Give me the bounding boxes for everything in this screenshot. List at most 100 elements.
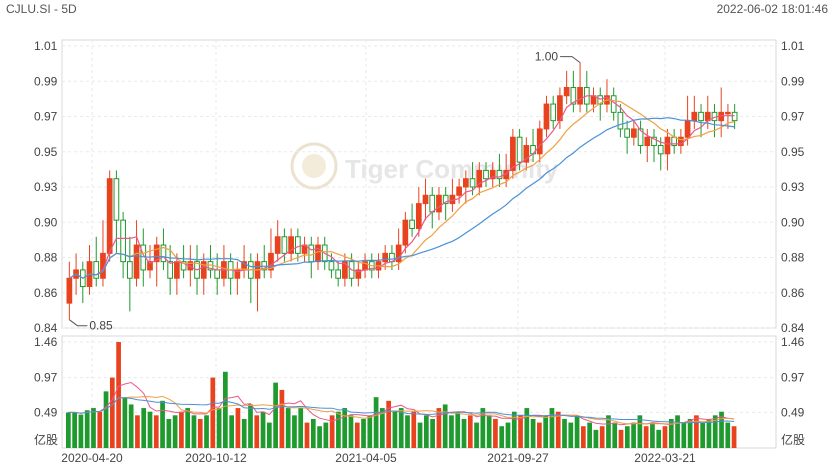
candle-body: [294, 236, 301, 254]
x-tick-label: 2021-09-27: [487, 451, 549, 465]
price-tick-right: 0.97: [781, 110, 805, 124]
x-tick-label: 2021-04-05: [335, 451, 397, 465]
volume-ma-mid-line: [68, 395, 735, 425]
candle-body: [382, 252, 389, 263]
volume-bar: [336, 411, 341, 448]
volume-bar: [486, 415, 492, 448]
price-tick-left: 0.95: [34, 145, 58, 159]
volume-bar: [555, 411, 561, 448]
volume-bar: [543, 415, 549, 448]
volume-bar: [266, 422, 272, 448]
candle-body: [436, 194, 442, 213]
volume-bar: [643, 426, 649, 448]
candle-body: [328, 261, 335, 271]
volume-bar: [518, 415, 523, 448]
candle-body: [268, 252, 274, 271]
price-tick-right: 0.93: [781, 180, 805, 194]
volume-bar: [260, 411, 266, 448]
volume-bar: [348, 415, 354, 448]
volume-bar: [606, 415, 611, 448]
chart-timestamp: 2022-06-02 18:01:46: [716, 2, 828, 16]
ma-short-line: [69, 95, 735, 279]
candle-body: [577, 86, 583, 105]
candle-body: [308, 244, 315, 263]
volume-bar: [530, 418, 536, 448]
volume-bar: [574, 415, 580, 448]
candle-body: [523, 145, 530, 163]
price-tick-left: 0.97: [34, 110, 58, 124]
candle-body: [93, 261, 100, 279]
candle-body: [651, 136, 657, 147]
x-tick-label: 2022-03-21: [634, 451, 696, 465]
candle-body: [147, 261, 153, 271]
volume-bar: [97, 411, 103, 448]
volume-bar: [91, 408, 96, 448]
candle-body: [496, 169, 503, 180]
volume-bar: [153, 415, 159, 448]
volume-tick-left: 0.49: [34, 405, 58, 419]
volume-bar: [141, 408, 147, 448]
candle-body: [644, 136, 651, 147]
candle-body: [698, 111, 704, 122]
volume-bar: [417, 422, 423, 448]
price-tick-right: 0.84: [781, 321, 805, 335]
volume-unit-left: 亿股: [34, 432, 58, 447]
volume-bar: [505, 422, 511, 448]
volume-bar: [650, 422, 655, 448]
volume-bar: [285, 408, 291, 448]
candle-body: [106, 178, 113, 254]
volume-bar: [524, 408, 530, 448]
candle-body: [684, 120, 691, 138]
candle-body: [315, 244, 321, 263]
volume-bar: [122, 397, 128, 448]
volume-bar: [662, 426, 668, 448]
volume-bar: [298, 408, 304, 448]
candle-body: [160, 244, 167, 263]
volume-bar: [637, 415, 643, 448]
price-tick-right: 0.99: [781, 74, 805, 88]
volume-bar: [442, 404, 448, 448]
candle-body: [415, 203, 422, 229]
candle-body: [456, 186, 462, 196]
volume-bar: [135, 415, 140, 448]
candle-body: [731, 111, 738, 122]
volume-bar: [223, 371, 228, 448]
volume-bar: [731, 426, 737, 448]
candle-body: [483, 169, 489, 180]
volume-bar: [405, 415, 410, 448]
candle-body: [657, 145, 664, 155]
volume-bar: [273, 382, 278, 448]
max-price-label: 1.00: [535, 50, 559, 64]
candle-body: [153, 244, 160, 263]
price-tick-right: 0.88: [781, 251, 805, 265]
volume-bar: [204, 415, 209, 448]
volume-bar: [612, 422, 618, 448]
candle-body: [180, 261, 187, 271]
volume-bar: [675, 415, 680, 448]
volume-bar: [310, 418, 316, 448]
price-tick-left: 0.99: [34, 74, 58, 88]
volume-bar: [279, 389, 285, 448]
candle-body: [624, 128, 630, 138]
volume-bar: [511, 411, 517, 448]
volume-tick-right: 0.97: [781, 371, 805, 385]
candle-body: [409, 219, 415, 229]
volume-bar: [392, 411, 398, 448]
candle-body: [234, 269, 241, 279]
volume-bar: [304, 422, 310, 448]
candle-body: [516, 136, 523, 163]
candle-body: [281, 236, 288, 254]
volume-bar: [109, 377, 115, 448]
candle-body: [422, 194, 429, 205]
volume-bar: [587, 422, 592, 448]
price-tick-right: 1.01: [781, 39, 805, 53]
volume-bar: [373, 397, 379, 448]
volume-tick-left: 0.97: [34, 371, 58, 385]
volume-bar: [411, 411, 417, 448]
volume-bar: [624, 426, 630, 448]
candle-body: [288, 236, 294, 254]
volume-bar: [449, 415, 454, 448]
candle-body: [126, 261, 133, 279]
candle-body: [133, 244, 140, 279]
